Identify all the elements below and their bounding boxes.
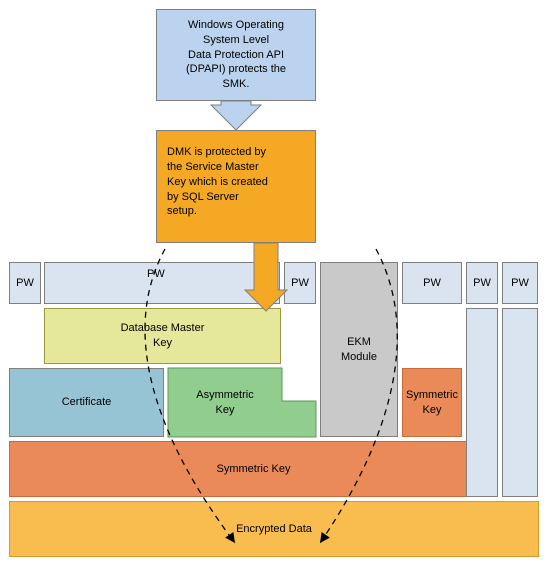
pw-6: PW — [502, 262, 538, 304]
pw-3-label: PW — [291, 276, 309, 291]
dmk-callout: DMK is protected by the Service Master K… — [156, 130, 316, 243]
pw-5-label: PW — [473, 276, 491, 291]
encrypted-data-label: Encrypted Data — [236, 522, 312, 537]
pw-4-label: PW — [423, 276, 441, 291]
asymmetric-key: Asymmetric Key — [168, 368, 282, 437]
database-master-key: Database Master Key — [44, 308, 281, 364]
asymmetric-key-label: Asymmetric Key — [196, 388, 253, 418]
pw-2: PW — [44, 262, 280, 304]
certificate-label: Certificate — [62, 395, 112, 410]
pw-1-label: PW — [16, 276, 34, 291]
certificate: Certificate — [9, 368, 164, 437]
symmetric-key-small-label: Symmetric Key — [406, 388, 458, 418]
dpapi-callout-label: Windows Operating System Level Data Prot… — [186, 18, 286, 92]
pw-tall-2 — [502, 308, 538, 497]
database-master-key-label: Database Master Key — [121, 321, 205, 351]
pw-6-label: PW — [511, 276, 529, 291]
pw-3: PW — [284, 262, 316, 304]
pw-5: PW — [466, 262, 498, 304]
ekm-module: EKM Module — [320, 262, 398, 437]
symmetric-key-large: Symmetric Key — [9, 441, 498, 497]
symmetric-key-small: Symmetric Key — [402, 368, 462, 437]
pw-1: PW — [9, 262, 41, 304]
dmk-callout-label: DMK is protected by the Service Master K… — [167, 145, 268, 219]
pw-4: PW — [402, 262, 462, 304]
block-arrow — [211, 101, 261, 130]
ekm-module-label: EKM Module — [341, 335, 377, 365]
encrypted-data: Encrypted Data — [9, 501, 539, 557]
dpapi-callout: Windows Operating System Level Data Prot… — [156, 9, 316, 101]
pw-tall-1 — [466, 308, 498, 497]
pw-2-label: PW — [147, 267, 165, 282]
symmetric-key-large-label: Symmetric Key — [217, 462, 291, 477]
